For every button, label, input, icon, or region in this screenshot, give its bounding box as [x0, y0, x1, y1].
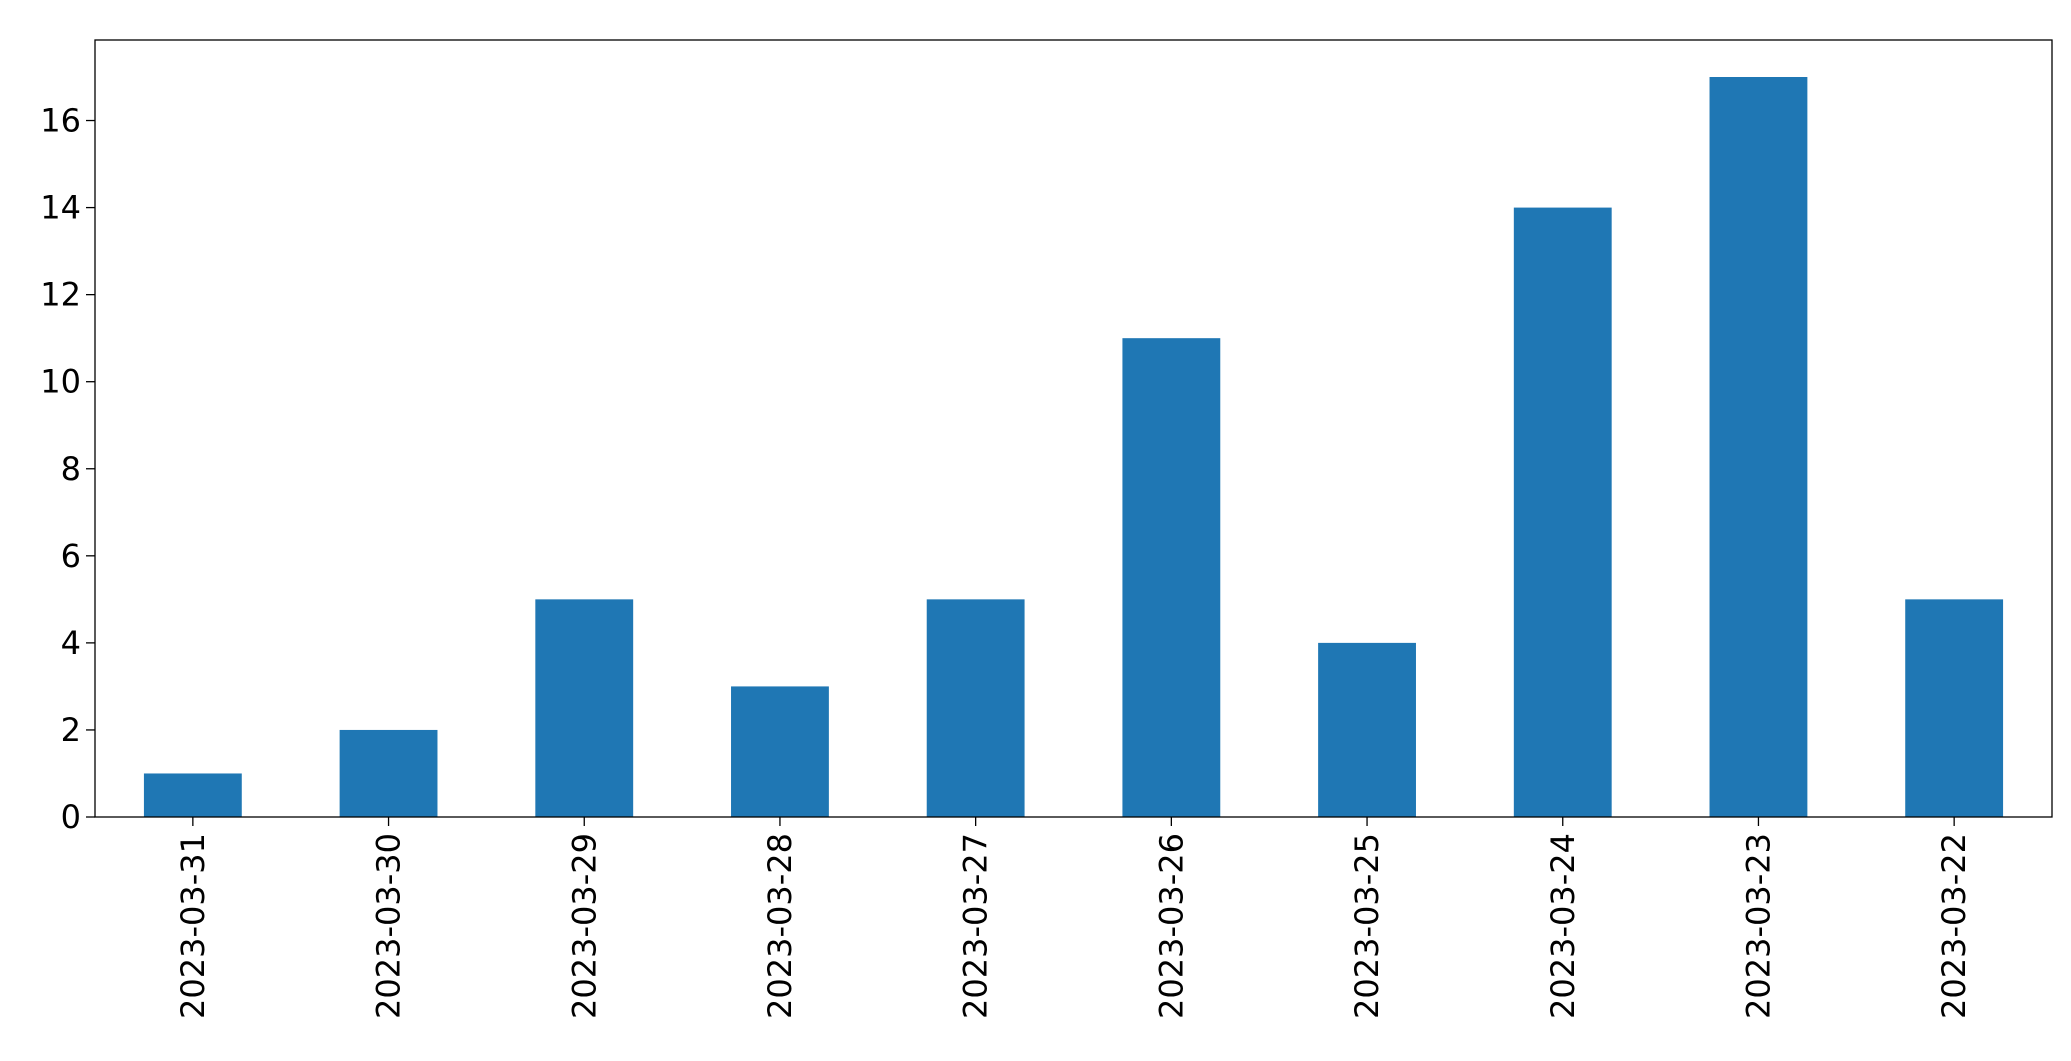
bar — [1709, 77, 1808, 817]
x-tick-label: 2023-03-22 — [1935, 833, 1973, 1019]
x-tick-label: 2023-03-25 — [1348, 833, 1386, 1019]
y-tick-label: 6 — [61, 537, 81, 575]
bar — [143, 773, 242, 817]
bar — [339, 729, 438, 817]
x-tick-label: 2023-03-27 — [957, 833, 995, 1019]
bar — [731, 686, 829, 817]
x-tick-label: 2023-03-31 — [174, 833, 212, 1019]
bar — [1513, 207, 1612, 817]
x-tick-label: 2023-03-24 — [1544, 833, 1582, 1019]
bar — [535, 599, 634, 817]
y-tick-label: 16 — [40, 102, 81, 140]
bar — [1122, 338, 1221, 817]
x-tick-label: 2023-03-26 — [1152, 833, 1190, 1019]
y-tick-label: 14 — [40, 189, 81, 227]
y-tick-label: 0 — [61, 798, 81, 836]
x-tick-label: 2023-03-30 — [370, 833, 408, 1019]
y-tick-label: 10 — [40, 363, 81, 401]
x-tick-label: 2023-03-23 — [1739, 833, 1777, 1019]
plot-frame — [94, 39, 2053, 818]
y-tick-label: 8 — [61, 450, 81, 488]
y-tick-label: 2 — [61, 711, 81, 749]
bar — [1318, 642, 1416, 817]
bar — [926, 599, 1025, 817]
x-tick-label: 2023-03-28 — [761, 833, 799, 1019]
bar — [1905, 599, 2004, 817]
x-tick-label: 2023-03-29 — [565, 833, 603, 1019]
y-tick-label: 12 — [40, 276, 81, 314]
y-tick-label: 4 — [61, 624, 81, 662]
